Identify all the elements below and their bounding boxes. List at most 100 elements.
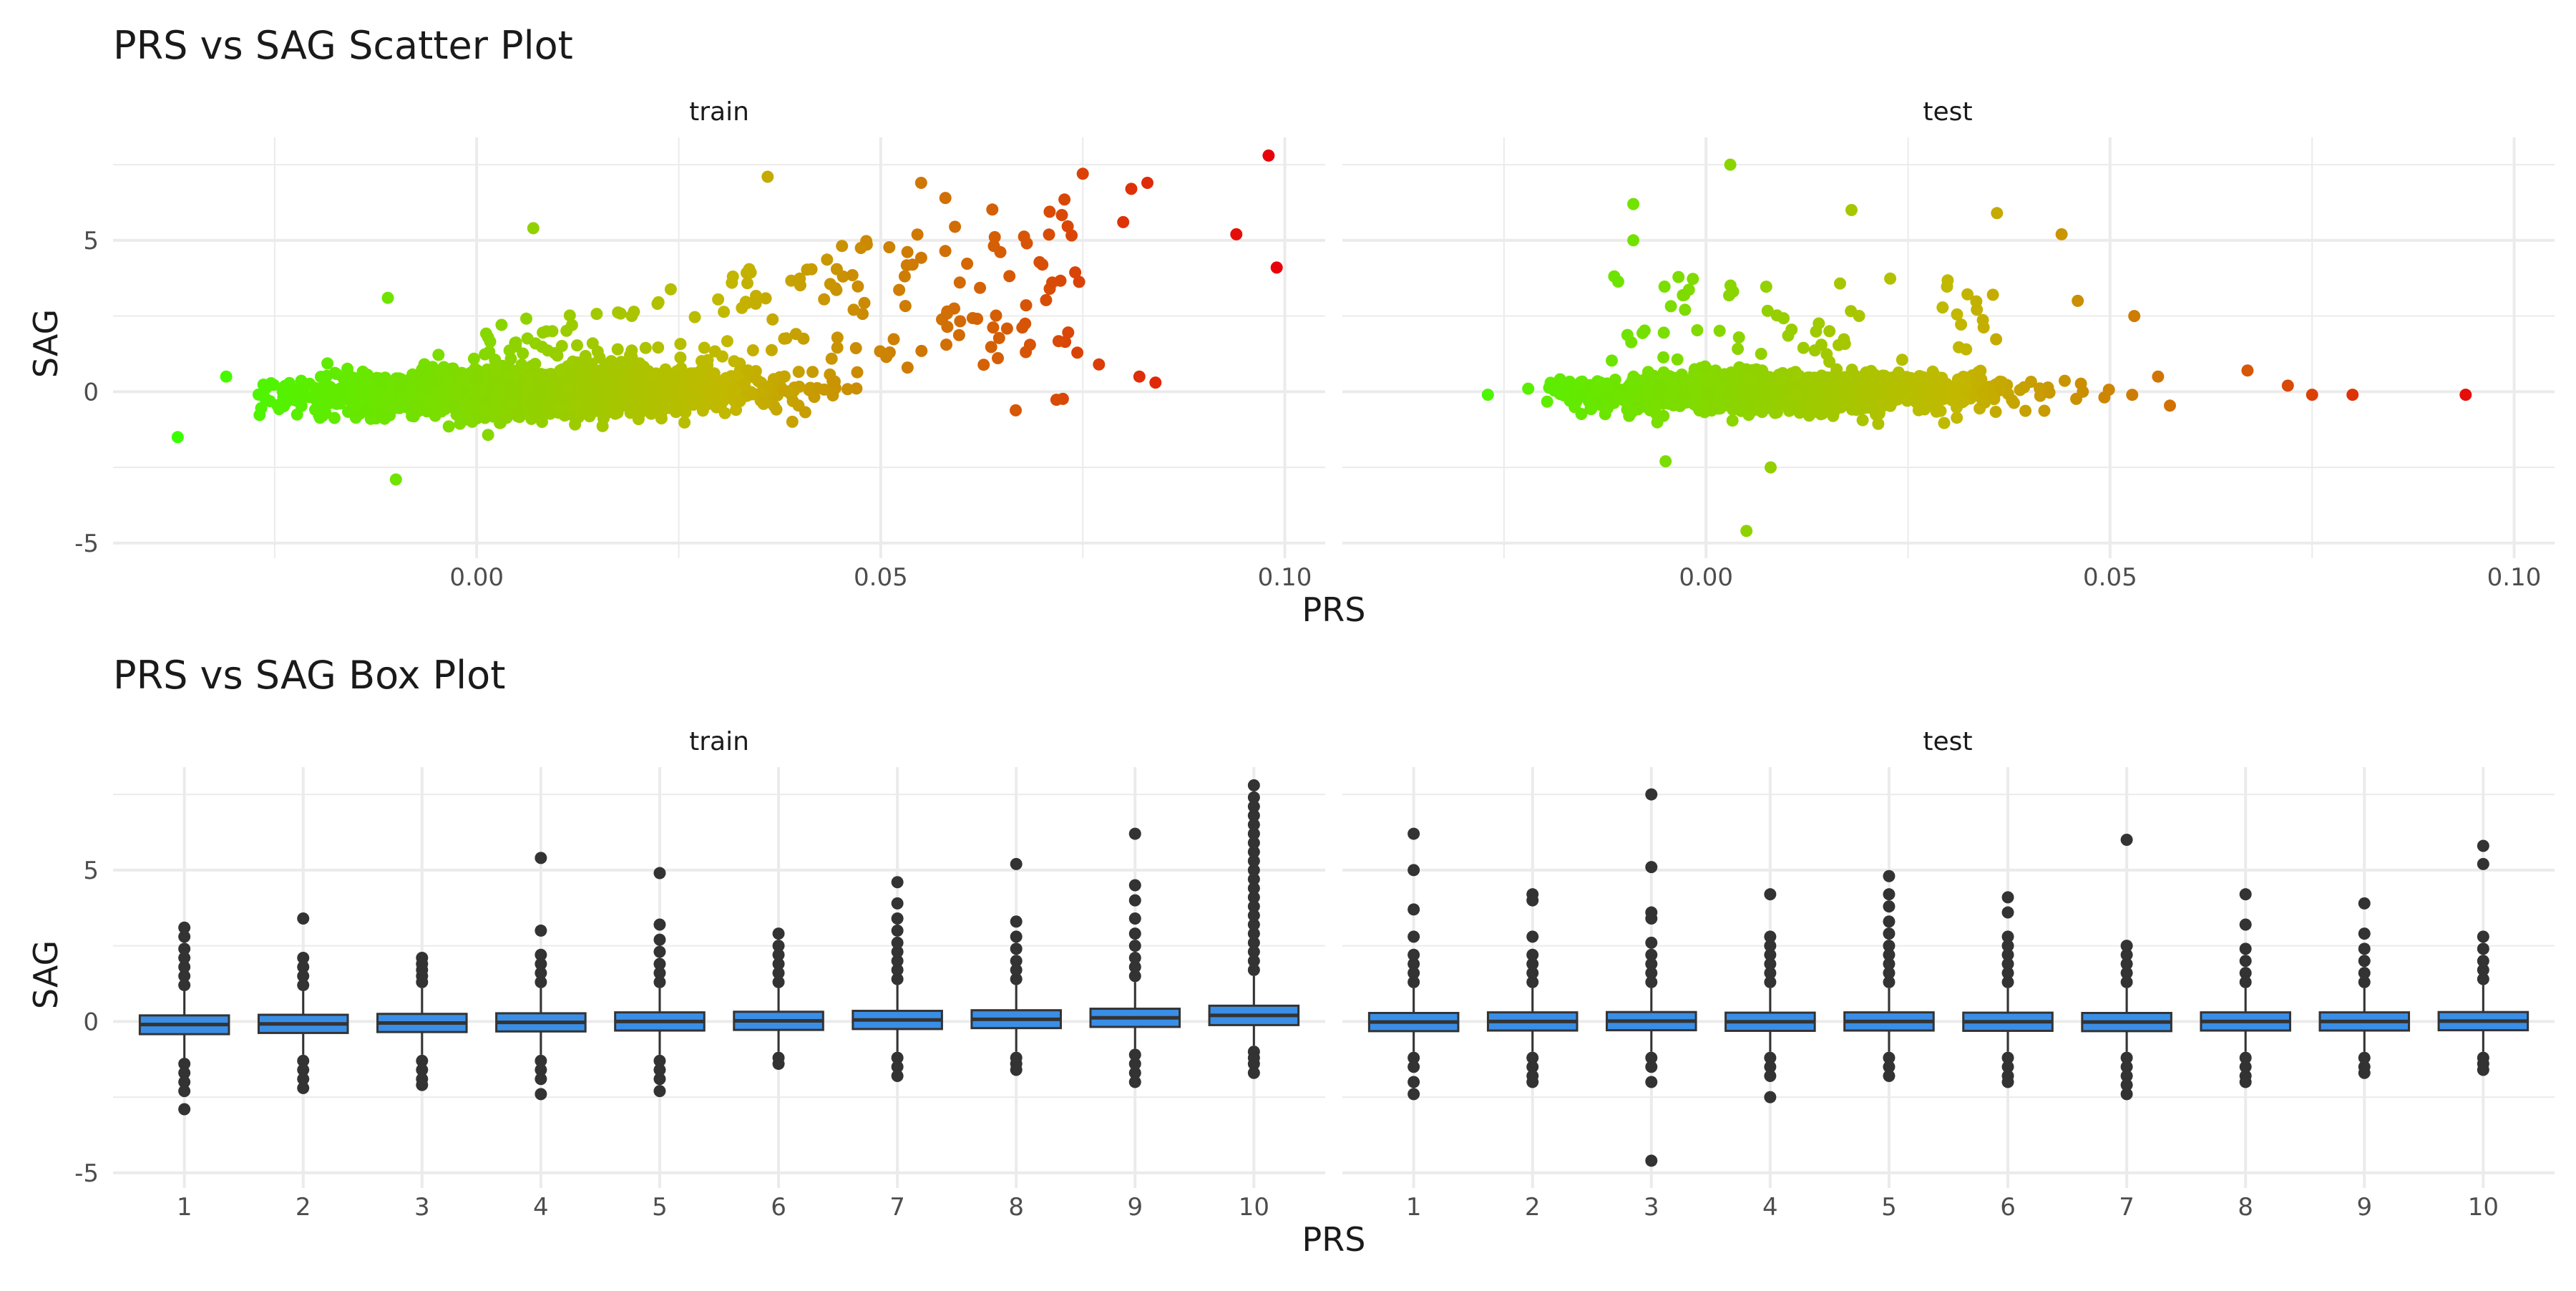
scatter-test-point xyxy=(1951,411,1963,424)
box-test-outlier xyxy=(1407,1088,1420,1101)
scatter-test-point xyxy=(1574,376,1587,389)
scatter-train-point xyxy=(595,393,608,406)
scatter-train-point xyxy=(1076,167,1089,180)
scatter-y-tick-label: 5 xyxy=(83,227,99,255)
scatter-test-point xyxy=(1614,391,1626,404)
box-train-outlier xyxy=(891,936,904,949)
box-test-outlier xyxy=(1407,948,1420,961)
box-train-outlier xyxy=(1247,882,1260,895)
box-test-outlier xyxy=(1645,948,1658,961)
scatter-train-point xyxy=(698,341,711,354)
scatter-panel-strip-test: test xyxy=(1923,97,1972,127)
scatter-train-point xyxy=(880,351,893,364)
scatter-test-point xyxy=(1627,198,1640,210)
scatter-train-point xyxy=(457,395,470,408)
box-train-outlier xyxy=(297,952,310,965)
scatter-train-point xyxy=(652,378,665,391)
box-test-outlier xyxy=(2120,948,2133,961)
scatter-train-point xyxy=(500,411,513,424)
box-test-outlier xyxy=(2120,1061,2133,1073)
box-train-outlier xyxy=(653,945,666,958)
scatter-test-point xyxy=(1925,393,1938,406)
scatter-test-point xyxy=(1856,414,1869,427)
box-train-outlier xyxy=(1247,1058,1260,1071)
box-test-outlier xyxy=(1764,948,1777,961)
scatter-train-point xyxy=(854,242,867,254)
scatter-train-point xyxy=(940,338,952,351)
scatter-test-point xyxy=(2074,377,2087,390)
scatter-test-point xyxy=(1823,325,1836,338)
scatter-train-point xyxy=(1117,215,1130,228)
scatter-train-point xyxy=(534,371,547,383)
scatter-train-point xyxy=(540,325,553,338)
box-test-outlier xyxy=(1645,958,1658,970)
box-train-outlier xyxy=(891,1051,904,1064)
scatter-test-point xyxy=(2098,391,2111,404)
scatter-train-point xyxy=(445,383,458,396)
box-test-outlier xyxy=(2239,888,2252,901)
scatter-train-point xyxy=(708,367,721,380)
box-train-outlier xyxy=(535,948,547,961)
scatter-test-point xyxy=(1781,399,1794,412)
scatter-train-point xyxy=(789,328,802,341)
scatter-train-point xyxy=(857,308,869,321)
scatter-train-point xyxy=(990,309,1002,322)
box-test-x-tick-label: 8 xyxy=(2238,1193,2253,1222)
scatter-train-point xyxy=(569,418,582,431)
scatter-train-point xyxy=(652,341,665,354)
scatter-train-point xyxy=(799,406,811,419)
box-test-outlier xyxy=(1645,936,1658,949)
scatter-train-point xyxy=(355,386,368,399)
scatter-train-point xyxy=(831,331,844,344)
scatter-train-point xyxy=(992,352,1004,364)
scatter-train-point xyxy=(1000,322,1013,335)
scatter-train-point xyxy=(987,321,1000,334)
scatter-test-point xyxy=(1986,288,1999,301)
scatter-train-point xyxy=(953,276,966,289)
box-train-outlier xyxy=(1247,945,1260,958)
scatter-train-point xyxy=(1133,370,1146,383)
scatter-train-point xyxy=(761,170,774,183)
box-train-outlier xyxy=(535,958,547,970)
scatter-test-point xyxy=(1757,384,1770,397)
scatter-train-point xyxy=(579,350,592,362)
box-test-outlier xyxy=(2001,958,2014,970)
scatter-test-point xyxy=(1723,289,1735,302)
scatter-test-point xyxy=(1726,414,1739,427)
scatter-train-point xyxy=(841,383,854,396)
box-x-axis-label: PRS xyxy=(1302,1220,1366,1259)
scatter-train-point xyxy=(639,341,652,354)
scatter-test-point xyxy=(2043,386,2056,399)
scatter-train-point xyxy=(1046,276,1058,289)
scatter-train-point xyxy=(778,332,791,345)
scatter-test-point xyxy=(1760,281,1772,293)
scatter-test-point xyxy=(1953,341,1965,354)
box-train-x-tick-label: 8 xyxy=(1008,1193,1024,1222)
box-test-outlier xyxy=(1526,948,1539,961)
scatter-test-point xyxy=(2072,294,2084,307)
box-train-outlier xyxy=(1010,955,1023,968)
scatter-train-point xyxy=(825,352,838,365)
scatter-test-point xyxy=(1770,309,1783,322)
box-train-outlier xyxy=(891,1069,904,1082)
scatter-train-point xyxy=(728,355,741,368)
scatter-train-point xyxy=(679,389,692,402)
box-test-outlier xyxy=(1526,1076,1539,1088)
scatter-train-point xyxy=(638,361,650,373)
box-train-outlier xyxy=(416,1063,429,1076)
box-test-outlier xyxy=(2001,1076,2014,1088)
scatter-test-point xyxy=(2346,389,2359,401)
scatter-train-point xyxy=(721,335,733,348)
scatter-train-point xyxy=(625,351,638,364)
scatter-train-point xyxy=(746,344,759,356)
box-test-x-tick-label: 4 xyxy=(1762,1193,1778,1222)
scatter-train-point xyxy=(701,359,714,371)
scatter-train-point xyxy=(1061,220,1074,233)
box-train-outlier xyxy=(1247,800,1260,813)
scatter-test-point xyxy=(1976,386,1989,398)
scatter-train-point xyxy=(939,192,952,205)
box-train-outlier xyxy=(1247,809,1260,822)
scatter-train-point xyxy=(1018,230,1030,243)
box-train-outlier xyxy=(1128,912,1141,925)
scatter-train-point xyxy=(554,364,567,377)
